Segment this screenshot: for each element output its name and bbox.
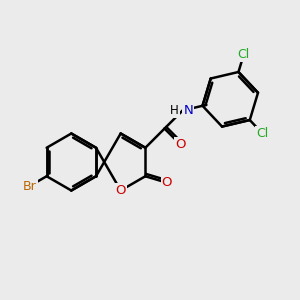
Text: N: N — [184, 104, 193, 117]
Text: Br: Br — [23, 179, 37, 193]
Text: O: O — [162, 176, 172, 189]
Text: Cl: Cl — [256, 127, 268, 140]
Text: Cl: Cl — [238, 48, 250, 61]
Text: O: O — [116, 184, 126, 197]
Text: H: H — [170, 104, 179, 117]
Text: O: O — [175, 138, 186, 151]
